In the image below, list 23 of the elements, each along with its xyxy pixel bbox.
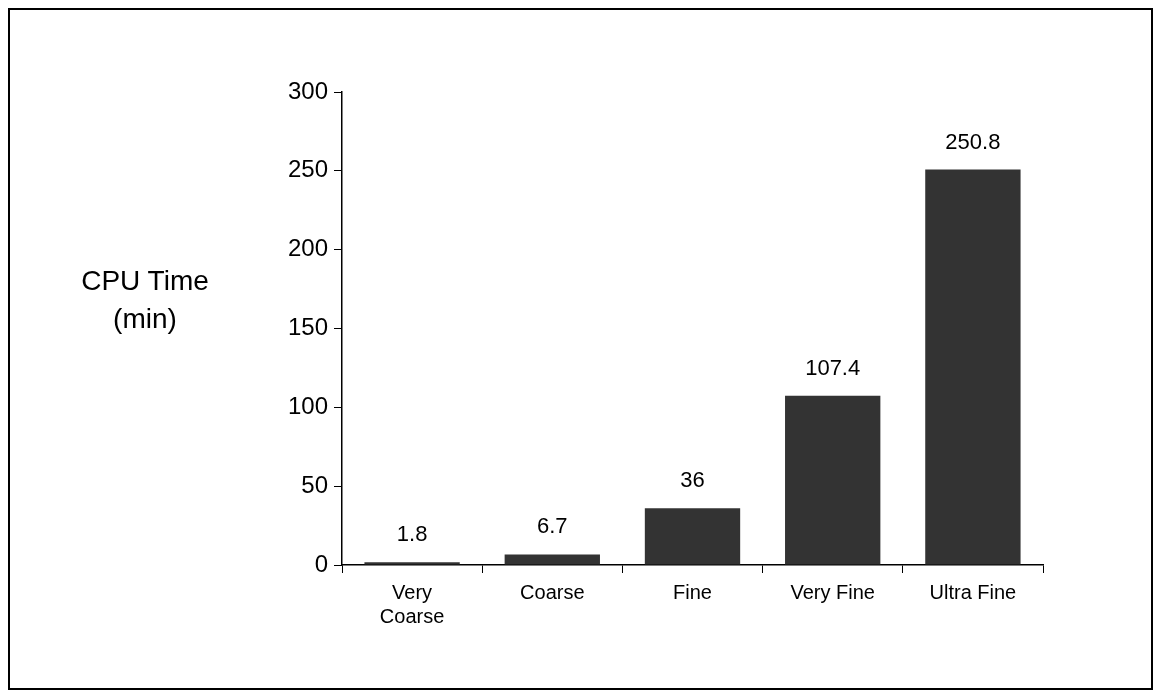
bar [364, 562, 460, 565]
y-tick-label: 250 [287, 155, 328, 183]
x-tick-label: Coarse [520, 580, 585, 603]
bar [644, 508, 741, 565]
x-tick-label: Ultra Fine [929, 580, 1017, 603]
y-tick-label: 100 [287, 391, 328, 419]
y-tick-label: 150 [287, 313, 328, 341]
y-tick-label: 300 [287, 76, 328, 104]
y-tick-label: 200 [287, 234, 328, 262]
bar [785, 395, 881, 565]
data-label: 250.8 [945, 128, 1001, 154]
x-tick-label: Fine [673, 580, 712, 603]
x-tick-label: Very Fine [790, 580, 875, 603]
y-tick-label: 50 [301, 470, 328, 498]
data-label: 107.4 [805, 354, 861, 380]
bar [504, 554, 600, 565]
bar [925, 169, 1021, 565]
y-tick-label: 0 [314, 549, 328, 577]
data-label: 1.8 [396, 521, 428, 547]
x-tick-label: Very Coarse [379, 580, 445, 627]
data-label: 36 [680, 467, 705, 493]
data-label: 6.7 [537, 513, 568, 539]
y-axis-title: CPU Time (min) [80, 264, 210, 336]
